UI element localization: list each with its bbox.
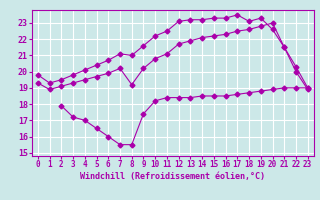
X-axis label: Windchill (Refroidissement éolien,°C): Windchill (Refroidissement éolien,°C): [80, 172, 265, 181]
